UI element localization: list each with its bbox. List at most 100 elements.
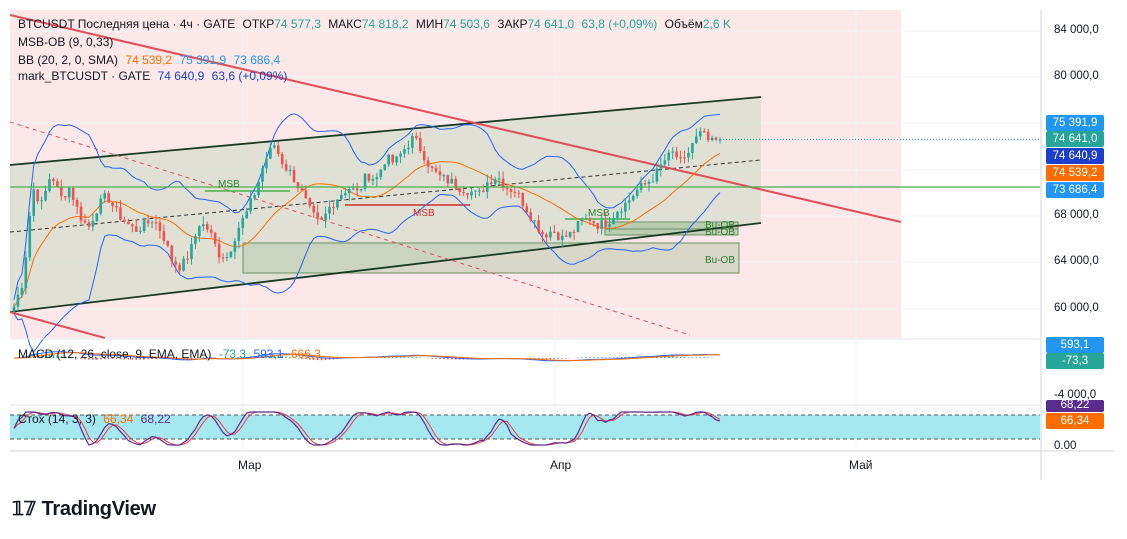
candle-body	[430, 166, 434, 168]
low-value: 74 503,6	[443, 17, 490, 31]
macd-title: MACD (12, 26, close, 9, EMA, EMA)	[18, 347, 212, 361]
order-block-label: Bu-OB	[705, 220, 736, 231]
channel-upper-line	[9, 96, 762, 166]
candle-body	[635, 189, 639, 197]
candle-body	[209, 229, 213, 233]
candle-body	[237, 227, 241, 241]
candle-body	[174, 261, 178, 265]
candle-body	[375, 177, 379, 180]
main-pane[interactable]	[9, 10, 1040, 450]
candle-body	[261, 168, 264, 182]
candle-body	[79, 206, 83, 221]
candle-body	[340, 195, 343, 200]
candle-body	[288, 170, 292, 172]
bb-legend[interactable]: BB (20, 2, 0, SMA) 74 539,2 75 391,9 73 …	[18, 53, 284, 68]
candle-body	[525, 206, 529, 213]
candle-body	[213, 232, 217, 244]
price-axis-tick: 64 000,0	[1054, 255, 1099, 267]
candle-body	[150, 222, 154, 224]
candle-body	[553, 231, 556, 233]
candle-body	[284, 164, 288, 171]
candle-body	[691, 143, 694, 153]
change-value: 63,8 (+0,09%)	[581, 17, 658, 31]
candle-body	[529, 212, 532, 221]
downtrend-lower-line	[9, 311, 106, 339]
order-block-boxes	[242, 221, 740, 274]
stoch-legend[interactable]: Стох (14, 3, 3) 66,34 68,22	[18, 412, 175, 427]
candle-body	[344, 193, 347, 196]
mark-title: mark_BTCUSDT · GATE	[18, 69, 151, 83]
symbol-legend[interactable]: BTCUSDT Последняя цена · 4ч · GATE ОТКР7…	[18, 17, 735, 32]
candle-body	[675, 151, 678, 158]
candle-body	[474, 190, 477, 192]
candle-body	[371, 179, 375, 181]
candle-body	[620, 211, 623, 213]
macd-legend[interactable]: MACD (12, 26, close, 9, EMA, EMA) -73,3 …	[18, 347, 325, 362]
msb-ob-legend[interactable]: MSB-OB (9, 0,33)	[18, 35, 117, 50]
candle-body	[324, 213, 327, 220]
price-badge: 74 640,9	[1046, 148, 1104, 164]
candle-body	[308, 198, 312, 206]
candle-body	[154, 222, 158, 224]
candle-body	[505, 187, 509, 190]
candle-body	[48, 179, 51, 191]
candle-body	[245, 211, 249, 219]
candle-body	[142, 220, 146, 231]
candle-body	[478, 190, 481, 192]
macd-pane[interactable]	[10, 338, 1040, 362]
candle-body	[683, 157, 686, 159]
candle-body	[60, 187, 63, 197]
candle-body	[111, 202, 114, 207]
low-label: МИН	[415, 17, 444, 31]
candle-body	[596, 222, 600, 229]
candle-body	[194, 236, 197, 245]
price-axis-tick: 60 000,0	[1054, 302, 1099, 314]
candle-body	[466, 193, 469, 196]
candle-body	[426, 160, 430, 167]
candle-body	[710, 137, 714, 141]
candle-body	[560, 235, 564, 241]
candle-body	[316, 212, 319, 218]
stoch-d-value: 68,22	[140, 412, 171, 426]
stoch-pane[interactable]	[10, 404, 1040, 446]
candle-body	[411, 135, 414, 148]
candle-body	[146, 220, 150, 224]
candle-body	[320, 217, 323, 220]
candle-body	[170, 245, 174, 262]
price-axis-tick: 80 000,0	[1054, 70, 1099, 82]
candle-body	[300, 188, 304, 191]
candle-body	[549, 231, 552, 238]
candle-body	[687, 152, 690, 158]
candle-body	[205, 224, 209, 230]
tradingview-logo[interactable]: 𝟙𝟟 TradingView	[12, 498, 156, 521]
candle-body	[545, 234, 548, 238]
candle-body	[608, 224, 611, 227]
stoch-k-badge: 66,34	[1046, 413, 1104, 429]
price-badge: 74 641,0	[1046, 131, 1104, 147]
candle-body	[103, 193, 107, 199]
candle-body	[592, 221, 596, 223]
tradingview-logo-text: TradingView	[41, 498, 156, 520]
candle-body	[182, 258, 185, 271]
candle-body	[257, 181, 260, 196]
volume-value: 2,6 K	[702, 17, 731, 31]
candle-body	[395, 156, 398, 163]
candle-body	[458, 188, 461, 193]
candle-body	[584, 218, 588, 220]
candle-body	[52, 179, 55, 182]
candle-body	[265, 158, 268, 169]
candle-body	[513, 191, 517, 193]
msb-label: MSB	[588, 208, 610, 219]
candle-body	[403, 149, 406, 154]
stoch-d-badge: 68,22	[1046, 400, 1104, 412]
macd-hist-badge: -73,3	[1046, 353, 1104, 369]
candle-body	[501, 178, 505, 188]
candle-body	[624, 202, 627, 212]
candle-body	[56, 181, 59, 188]
candle-body	[158, 222, 162, 232]
candle-body	[383, 164, 387, 170]
mark-legend[interactable]: mark_BTCUSDT · GATE 74 640,9 63,6 (+0,09…	[18, 69, 291, 84]
stoch-k-value: 66,34	[103, 412, 134, 426]
high-value: 74 818,2	[361, 17, 409, 31]
